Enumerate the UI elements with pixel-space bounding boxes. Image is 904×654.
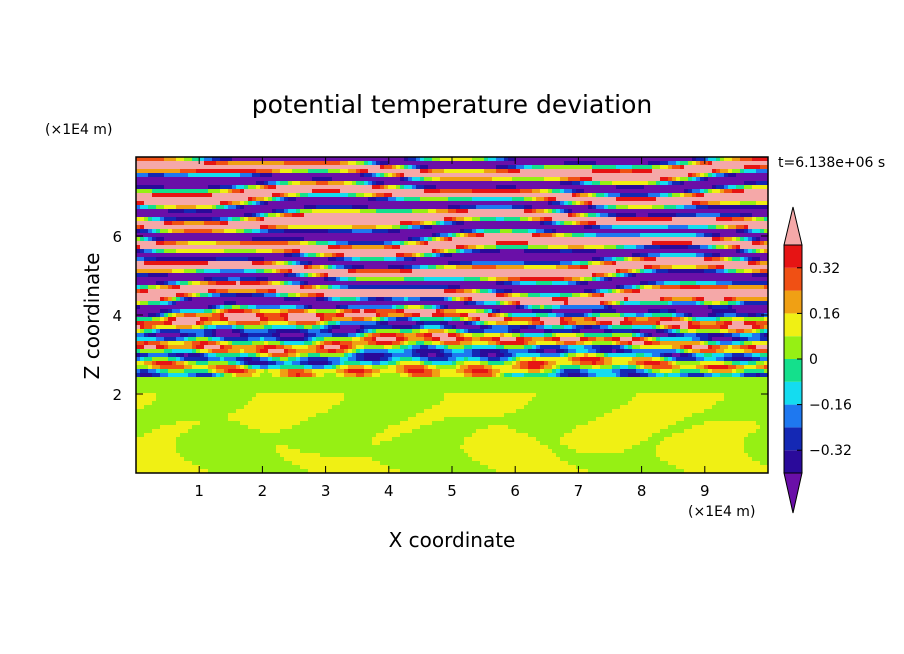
x-tick-label: 9 [700, 482, 710, 500]
x-unit-label: (×1E4 m) [688, 504, 755, 520]
contour-field [136, 157, 768, 473]
colorbar-band [784, 450, 802, 473]
colorbar-label: 0 [809, 352, 818, 368]
x-tick-label: 5 [447, 482, 457, 500]
x-tick-label: 4 [384, 482, 394, 500]
chart-title: potential temperature deviation [252, 90, 652, 119]
colorbar-band [784, 427, 802, 451]
y-tick-label: 4 [112, 307, 122, 325]
x-tick-label: 1 [194, 482, 204, 500]
colorbar-band [784, 245, 802, 268]
colorbar-label: 0.16 [809, 306, 840, 322]
y-axis-label: Z coordinate [80, 253, 104, 380]
y-tick-label: 6 [112, 228, 122, 246]
y-unit-label: (×1E4 m) [45, 122, 112, 138]
colorbar-overflow-low [783, 472, 803, 514]
time-label: t=6.138e+06 s [778, 155, 885, 171]
y-axis: 2 4 6 [112, 228, 768, 404]
colorbar-band [784, 336, 802, 359]
colorbar-band [784, 313, 802, 337]
x-axis: 1 2 3 4 5 6 7 8 9 [194, 157, 710, 500]
colorbar-overflow-high [783, 206, 803, 246]
colorbar-band [784, 267, 802, 291]
y-tick-label: 2 [112, 386, 122, 404]
x-axis-label: X coordinate [389, 528, 516, 552]
colorbar-label: 0.32 [809, 261, 840, 277]
x-tick-label: 8 [637, 482, 647, 500]
x-tick-label: 6 [510, 482, 520, 500]
colorbar-label: −0.32 [809, 443, 852, 459]
colorbar-band [784, 359, 802, 382]
colorbar-band [784, 290, 802, 314]
x-tick-label: 7 [574, 482, 584, 500]
colorbar-band [784, 381, 802, 405]
colorbar-label: −0.16 [809, 398, 852, 414]
colorbar: 0.32 0.16 0 −0.16 −0.32 [783, 206, 852, 514]
colorbar-band [784, 404, 802, 428]
x-tick-label: 3 [321, 482, 331, 500]
x-tick-label: 2 [258, 482, 268, 500]
